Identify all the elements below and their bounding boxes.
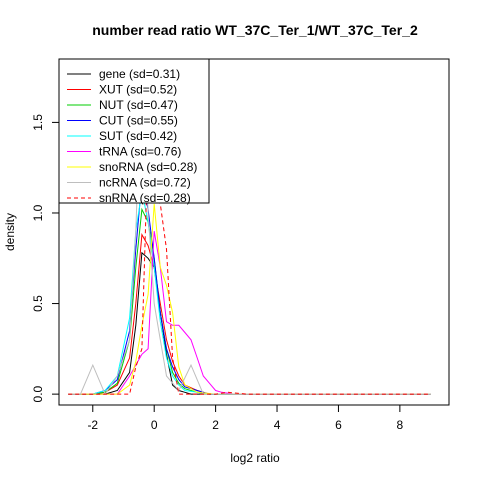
y-tick-label: 1.5 [31, 114, 45, 131]
legend-entry: NUT (sd=0.47) [99, 98, 178, 112]
series-line-1 [68, 233, 431, 395]
legend-entry: ncRNA (sd=0.72) [99, 176, 191, 190]
x-axis: -2 0 2 4 6 8 [87, 404, 404, 432]
series-line-5 [68, 231, 431, 395]
x-axis-label: log2 ratio [230, 451, 280, 465]
legend-entry: gene (sd=0.31) [99, 67, 180, 81]
x-tick-label: 4 [274, 418, 281, 432]
series-line-6 [68, 203, 431, 395]
y-axis-label: density [3, 213, 17, 251]
series-layer [68, 59, 431, 396]
chart-title: number read ratio WT_37C_Ter_1/WT_37C_Te… [92, 22, 418, 38]
x-tick-label: 8 [397, 418, 404, 432]
y-tick-label: 0.0 [31, 385, 45, 402]
x-tick-label: 2 [212, 418, 219, 432]
x-tick-label: -2 [87, 418, 98, 432]
legend-entry: SUT (sd=0.42) [99, 129, 177, 143]
series-line-3 [68, 180, 431, 395]
series-line-8 [68, 140, 431, 395]
y-tick-label: 0.5 [31, 295, 45, 312]
legend-entry: snRNA (sd=0.28) [99, 191, 191, 205]
y-axis: 0.0 0.5 1.0 1.5 [31, 114, 60, 402]
legend-entry: XUT (sd=0.52) [99, 83, 177, 97]
x-tick-label: 0 [151, 418, 158, 432]
legend-box [58, 58, 210, 204]
series-line-2 [68, 207, 431, 395]
legend-entry: CUT (sd=0.55) [99, 114, 178, 128]
legend: gene (sd=0.31) XUT (sd=0.52)NUT (sd=0.47)… [58, 58, 210, 205]
x-tick-label: 6 [335, 418, 342, 432]
series-line-7 [68, 59, 431, 396]
y-tick-label: 1.0 [31, 204, 45, 221]
legend-entry: tRNA (sd=0.76) [99, 145, 181, 159]
legend-entry: snoRNA (sd=0.28) [99, 160, 197, 174]
